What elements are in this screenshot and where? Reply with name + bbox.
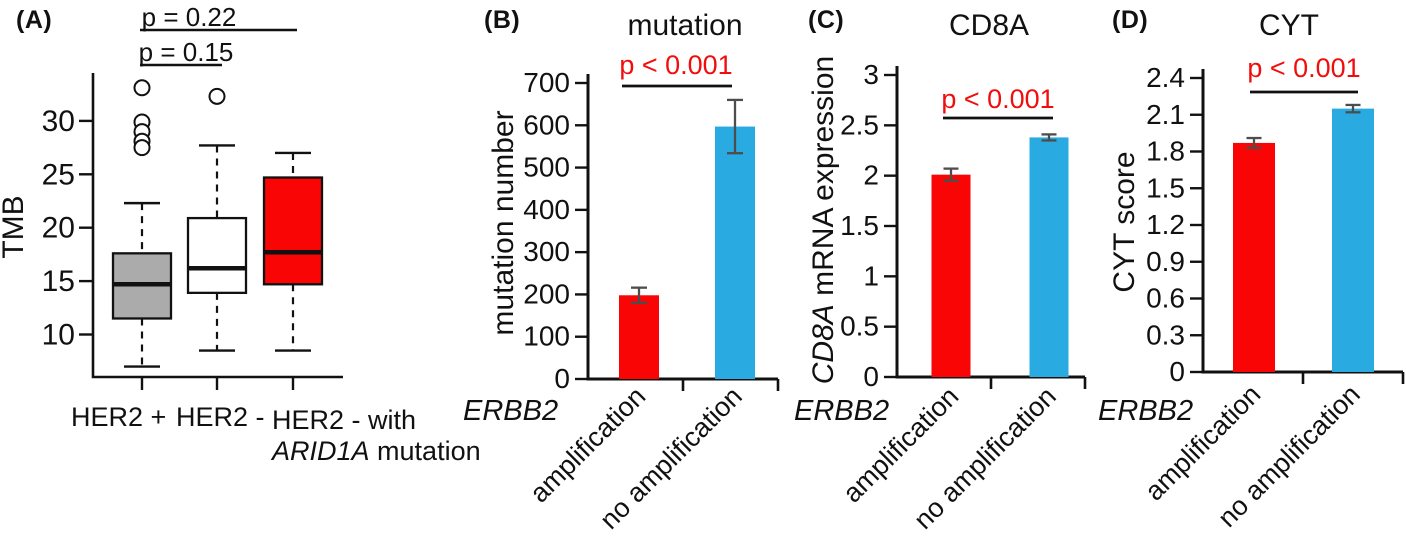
boxplot-box-1 xyxy=(186,216,248,294)
panel-b-y-tick-label: 0 xyxy=(554,363,570,394)
panel-b-bar-amplification xyxy=(619,295,659,379)
panel-d-x-axis-gene-label: ERBB2 xyxy=(1098,395,1194,427)
panel-d-y-tick-label: 0 xyxy=(1169,356,1185,387)
panel-d-y-tick-label: 2.1 xyxy=(1146,99,1185,130)
panel-b-bar-no-amplification xyxy=(715,126,755,379)
panel-c-y-tick-label: 0.5 xyxy=(840,311,879,342)
panel-d-y-tick-label: 0.9 xyxy=(1146,246,1185,277)
panel-c-y-tick-label: 1.5 xyxy=(840,210,879,241)
panel-a-xtick-her2-negative-arid1a: HER2 - with ARID1A mutation xyxy=(272,405,481,467)
panel-a-y-tick-label: 10 xyxy=(42,319,75,352)
panel-b-y-tick-label: 500 xyxy=(523,152,570,183)
panel-a-pvalue-top: p = 0.22 xyxy=(141,2,237,32)
panel-d-y-tick-label: 2.4 xyxy=(1146,62,1185,93)
panel-a-y-tick-label: 25 xyxy=(42,158,75,191)
panel-c-y-tick-label: 3 xyxy=(863,59,879,90)
panel-a-xtick-her2-negative: HER2 - xyxy=(176,402,265,432)
panel-a-xtick-line2-rest: mutation xyxy=(369,436,481,466)
panel-c-title: CD8A xyxy=(948,9,1030,42)
panel-c-y-tick-label: 2.5 xyxy=(840,109,879,140)
panel-b-y-tick-label: 400 xyxy=(523,194,570,225)
panel-b-title: mutation xyxy=(627,9,743,42)
panel-a-xtick-line1: HER2 - with xyxy=(272,405,417,435)
panel-b-label: (B) xyxy=(484,6,521,34)
panel-c-x-axis-gene-label: ERBB2 xyxy=(794,395,890,427)
panel-d-label: (D) xyxy=(1112,6,1149,34)
boxplot-outlier xyxy=(208,87,226,105)
panel-c-bar-no-amplification xyxy=(1029,137,1069,377)
panel-a-y-tick-label: 15 xyxy=(42,265,75,298)
panel-d-y-axis-title: CYT score xyxy=(1108,151,1141,293)
panel-c-label: (C) xyxy=(808,6,845,34)
panel-a-label: (A) xyxy=(16,6,53,34)
panel-c-y-axis-title: CD8A mRNA expression xyxy=(807,56,841,384)
panel-a-y-axis-title: TMB xyxy=(0,195,30,259)
panel-d-y-tick-label: 0.6 xyxy=(1146,283,1185,314)
panel-a-pvalue-bottom: p = 0.15 xyxy=(138,37,234,67)
panel-c-y-tick-label: 2 xyxy=(863,160,879,191)
panel-c-y-tick-label: 1 xyxy=(863,260,879,291)
cd8a-gene-label: CD8A xyxy=(807,304,840,385)
panel-c-y-tick-label: 0 xyxy=(863,361,879,392)
panel-b-y-tick-label: 300 xyxy=(523,236,570,267)
panel-a-xtick-her2-positive: HER2 + xyxy=(71,402,167,432)
panel-d-y-tick-label: 1.5 xyxy=(1146,172,1185,203)
panel-d-y-tick-label: 0.3 xyxy=(1146,319,1185,350)
panel-c-bar-amplification xyxy=(931,174,971,377)
boxplot-box-2 xyxy=(262,176,324,286)
panel-d-bar-amplification xyxy=(1233,142,1275,372)
panel-d-bar-no-amplification xyxy=(1332,108,1374,372)
panel-b-x-axis-gene-label: ERBB2 xyxy=(463,395,559,427)
panel-b-y-tick-label: 200 xyxy=(523,278,570,309)
arid1a-gene-label: ARID1A xyxy=(272,436,370,466)
panel-c-pvalue: p < 0.001 xyxy=(941,84,1055,114)
boxplot-outlier xyxy=(133,139,151,157)
boxplot-outlier xyxy=(133,79,151,97)
panel-b-y-axis-title: mutation number xyxy=(487,110,520,336)
panel-b-y-tick-label: 100 xyxy=(523,321,570,352)
panel-d-y-tick-label: 1.8 xyxy=(1146,136,1185,167)
panel-a-y-tick-label: 20 xyxy=(42,212,75,245)
panel-c-ylabel-rest: mRNA expression xyxy=(807,55,840,305)
panel-d-title: CYT xyxy=(1259,9,1319,42)
panel-b-pvalue: p < 0.001 xyxy=(619,50,733,80)
panel-a-y-tick-label: 30 xyxy=(42,105,75,138)
panel-b-y-tick-label: 700 xyxy=(523,67,570,98)
panel-b-y-tick-label: 600 xyxy=(523,109,570,140)
panel-d-y-tick-label: 1.2 xyxy=(1146,209,1185,240)
panel-d-pvalue: p < 0.001 xyxy=(1247,53,1361,83)
